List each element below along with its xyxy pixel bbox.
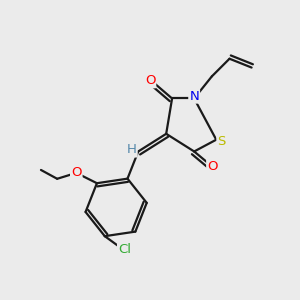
Text: O: O bbox=[71, 167, 82, 179]
Text: N: N bbox=[189, 90, 199, 103]
Text: O: O bbox=[207, 160, 218, 173]
Text: Cl: Cl bbox=[118, 243, 131, 256]
Text: H: H bbox=[127, 143, 137, 157]
Text: O: O bbox=[145, 74, 155, 87]
Text: S: S bbox=[218, 135, 226, 148]
